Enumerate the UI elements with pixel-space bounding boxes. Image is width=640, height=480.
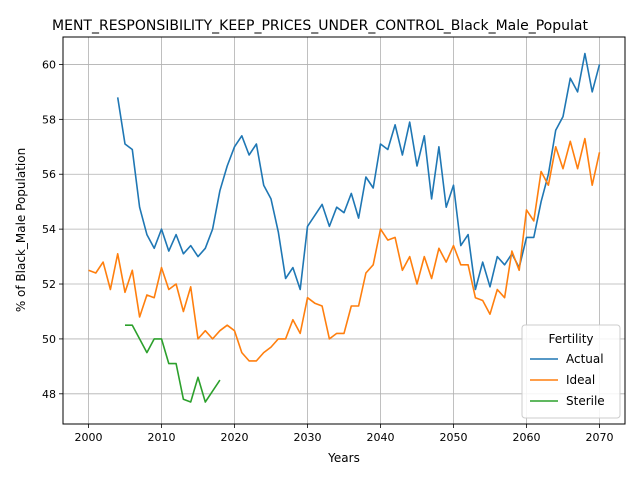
x-tick-label: 2050	[439, 431, 467, 444]
y-tick-label: 48	[42, 388, 56, 401]
x-axis-label: Years	[327, 451, 360, 465]
chart-title: MENT_RESPONSIBILITY_KEEP_PRICES_UNDER_CO…	[52, 18, 588, 34]
y-tick-label: 52	[42, 278, 56, 291]
y-tick-label: 58	[42, 113, 56, 126]
y-axis-ticks: 48 50 52 54 56 58 60	[42, 58, 63, 401]
x-tick-label: 2000	[75, 431, 103, 444]
x-axis-ticks: 2000 2010 2020 2030 2040 2050 2060 2070	[75, 424, 613, 444]
series-line-actual	[116, 52, 601, 291]
x-tick-label: 2070	[585, 431, 613, 444]
x-tick-label: 2010	[148, 431, 176, 444]
legend-title: Fertility	[548, 332, 593, 346]
y-tick-label: 60	[42, 58, 56, 71]
x-tick-label: 2060	[512, 431, 540, 444]
y-tick-label: 54	[42, 223, 56, 236]
y-tick-label: 50	[42, 333, 56, 346]
y-axis-label: % of Black_Male Population	[14, 148, 28, 312]
legend: Fertility Actual Ideal Sterile	[521, 324, 621, 419]
series-line-ideal	[88, 137, 601, 362]
plot-frame	[62, 36, 626, 425]
legend-label-sterile: Sterile	[566, 394, 605, 408]
y-tick-label: 56	[42, 168, 56, 181]
legend-label-actual: Actual	[566, 352, 604, 366]
series-layer	[88, 52, 601, 403]
legend-box	[521, 324, 621, 419]
x-tick-label: 2030	[294, 431, 322, 444]
series-line-sterile	[125, 324, 221, 403]
x-tick-label: 2040	[366, 431, 394, 444]
legend-label-ideal: Ideal	[566, 373, 595, 387]
x-tick-label: 2020	[221, 431, 249, 444]
